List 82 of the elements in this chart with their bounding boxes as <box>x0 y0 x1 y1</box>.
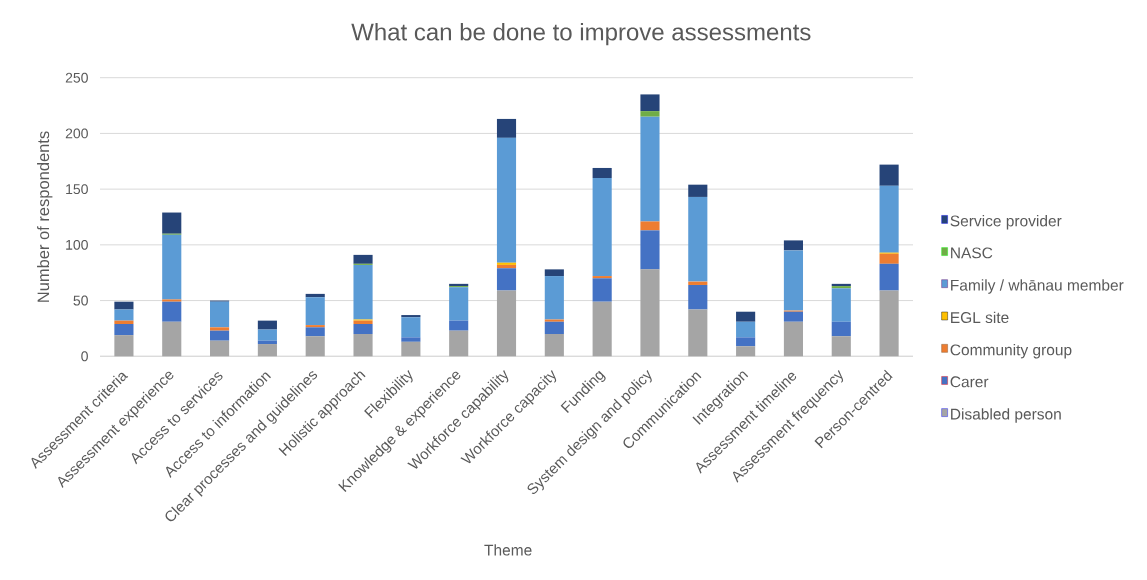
bar <box>353 323 373 334</box>
legend-label: NASC <box>951 247 993 259</box>
bar <box>544 334 564 357</box>
bar <box>879 253 899 264</box>
bar <box>305 336 325 357</box>
bar <box>544 269 564 277</box>
bar <box>257 320 277 330</box>
bar <box>640 94 660 112</box>
bar <box>688 284 708 310</box>
legend-label: Community group <box>950 343 1072 359</box>
bar <box>114 335 134 357</box>
bar <box>879 185 899 253</box>
legend-label: Disabled person <box>951 408 1061 423</box>
bar <box>736 337 756 347</box>
y-tick-label: 250 <box>65 72 88 83</box>
bar <box>544 276 564 320</box>
bar <box>879 290 899 357</box>
bar <box>162 212 182 234</box>
bar <box>783 240 804 251</box>
bar <box>831 288 851 322</box>
bar <box>162 299 182 302</box>
legend-label: EGL site <box>951 311 1009 324</box>
bar <box>257 329 277 341</box>
bar <box>592 278 612 302</box>
bar <box>736 321 756 338</box>
bar <box>736 346 756 357</box>
bar <box>783 250 804 311</box>
bar <box>496 290 517 357</box>
bar <box>592 167 612 178</box>
bar <box>831 321 851 337</box>
bar <box>162 234 182 300</box>
chart-title: What can be done to improve assessments <box>351 22 811 46</box>
bar <box>640 111 660 117</box>
legend-label: Carer <box>950 376 989 388</box>
y-tick-label: 50 <box>73 295 88 306</box>
bar <box>544 321 564 334</box>
y-tick-label: 150 <box>66 184 88 195</box>
bar <box>496 268 517 291</box>
bar <box>353 334 373 357</box>
bar <box>449 330 469 357</box>
bar <box>783 321 804 357</box>
bar <box>401 317 421 338</box>
bar <box>592 301 612 357</box>
bar <box>401 341 421 357</box>
bar <box>353 254 373 264</box>
bar <box>210 330 230 341</box>
bar <box>688 196 708 282</box>
bar <box>353 264 373 320</box>
bar <box>783 311 804 322</box>
bar <box>210 327 230 331</box>
bar <box>401 337 421 342</box>
bar <box>210 301 230 328</box>
legend-label: Service provider <box>950 215 1062 230</box>
bar <box>496 118 517 138</box>
bar <box>449 287 469 321</box>
bar <box>640 116 660 222</box>
bar <box>688 184 708 197</box>
bar <box>449 320 469 331</box>
bar <box>640 230 660 270</box>
bar <box>496 137 517 263</box>
bar <box>210 340 230 357</box>
bar <box>879 263 899 291</box>
legend-label: Family / whānau member <box>951 279 1124 294</box>
y-axis-title: Number of respondents <box>37 131 53 302</box>
bar <box>736 311 756 322</box>
bar <box>305 327 325 337</box>
bar <box>688 309 708 357</box>
bar <box>257 344 277 357</box>
bar <box>114 323 134 336</box>
x-axis-title: Theme <box>484 544 532 556</box>
y-tick-label: 0 <box>81 351 88 362</box>
bar <box>114 309 134 321</box>
bar <box>831 336 851 357</box>
bar <box>162 301 182 322</box>
bar <box>640 269 660 357</box>
bar <box>162 321 182 357</box>
bar <box>640 221 660 231</box>
bar <box>592 177 612 277</box>
bar <box>879 164 899 186</box>
y-tick-label: 200 <box>65 128 88 139</box>
y-tick-label: 100 <box>66 239 88 250</box>
bar <box>305 297 325 326</box>
